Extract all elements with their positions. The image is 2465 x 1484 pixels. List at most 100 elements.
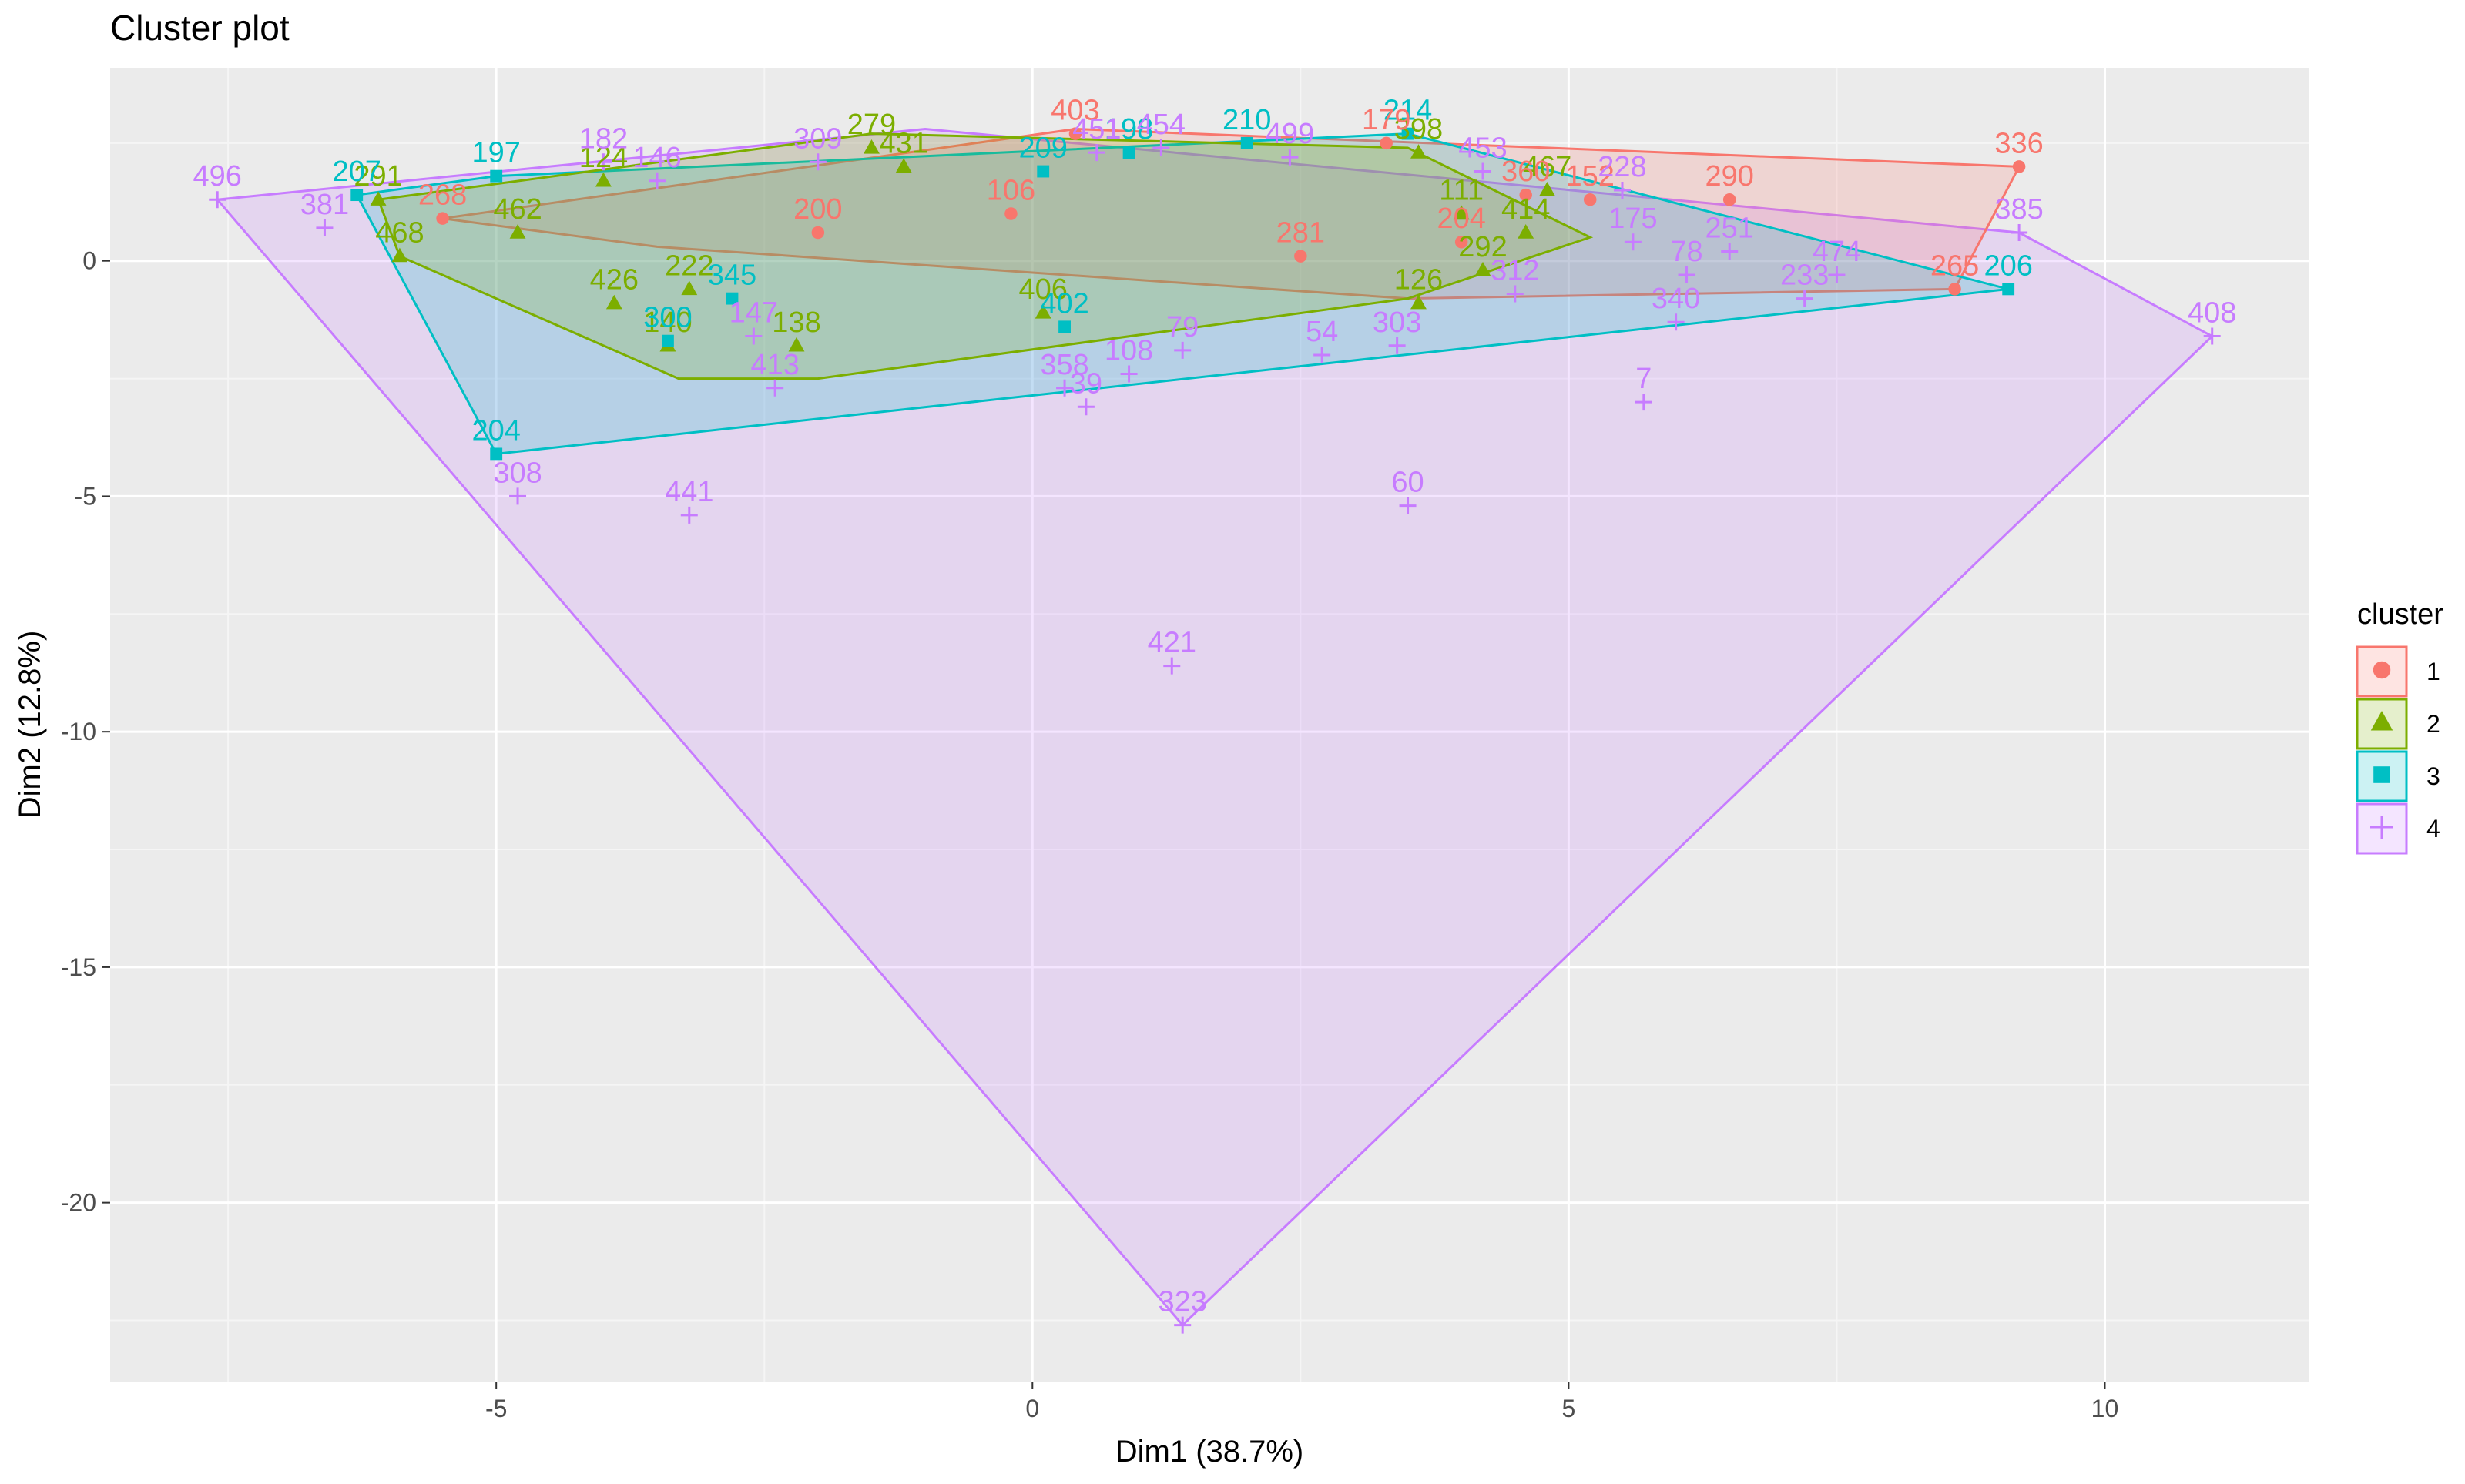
point-cluster-2 [895, 158, 912, 173]
point-label: 431 [880, 127, 928, 159]
y-tick-label: -20 [61, 1189, 96, 1217]
point-cluster-4 [1614, 181, 1631, 199]
point-cluster-1 [1068, 127, 1082, 140]
point-cluster-1 [1519, 188, 1532, 202]
point-cluster-4 [766, 379, 784, 397]
point-label: 233 [1780, 260, 1829, 292]
point-label: 474 [1813, 236, 1861, 268]
cluster-hull-1 [442, 127, 2021, 300]
point-label: 308 [493, 457, 542, 489]
point-cluster-4 [1828, 266, 1846, 284]
chart-title: Cluster plot [110, 8, 290, 48]
point-cluster-1 [2012, 160, 2026, 173]
point-label: 54 [1306, 316, 1338, 348]
point-cluster-3 [1401, 127, 1414, 140]
point-cluster-1 [1948, 283, 1961, 296]
point-cluster-4 [1077, 398, 1095, 416]
point-label: 292 [1458, 231, 1507, 263]
point-cluster-1 [1722, 193, 1736, 206]
point-cluster-1 [811, 226, 825, 240]
legend-marker-2 [2370, 711, 2393, 731]
point-cluster-1 [1294, 250, 1307, 263]
point-cluster-4 [1399, 497, 1417, 514]
x-axis-ticks: -5 0 5 10 [485, 1382, 2118, 1422]
point-label: 111 [1439, 175, 1484, 207]
point-cluster-4 [1056, 379, 1074, 397]
point-label: 303 [1373, 307, 1421, 339]
point-label: 147 [729, 297, 778, 330]
point-label: 398 [1394, 113, 1443, 146]
point-label: 309 [793, 122, 842, 155]
point-cluster-2 [1474, 261, 1491, 276]
point-cluster-2 [1518, 224, 1534, 239]
point-label: 138 [772, 307, 820, 339]
point-label: 268 [418, 179, 467, 212]
point-cluster-4 [680, 506, 698, 524]
x-tick-label: 0 [1025, 1395, 1039, 1422]
legend: cluster 1 2 3 4 [2356, 598, 2443, 855]
legend-marker-3 [2373, 766, 2390, 783]
point-cluster-3 [1058, 320, 1071, 333]
point-label: 462 [493, 193, 542, 226]
point-cluster-4 [1152, 139, 1170, 156]
point-label: 402 [1040, 287, 1088, 320]
point-label: 323 [1158, 1286, 1206, 1318]
point-cluster-1 [1583, 193, 1597, 206]
cluster-points [209, 127, 2221, 1334]
point-label: 207 [333, 156, 381, 188]
point-cluster-3 [490, 169, 503, 183]
point-label: 197 [471, 137, 520, 169]
y-tick-label: -15 [61, 953, 96, 981]
point-cluster-1 [436, 212, 449, 225]
plot-panel [110, 68, 2309, 1382]
point-label: 228 [1598, 151, 1646, 183]
point-label: 206 [1984, 250, 2032, 282]
point-label: 406 [1019, 273, 1068, 306]
point-cluster-4 [1635, 394, 1652, 411]
point-label: 413 [750, 349, 799, 381]
point-cluster-4 [595, 153, 612, 171]
point-cluster-3 [1122, 146, 1135, 159]
point-label: 152 [1566, 160, 1615, 193]
point-cluster-3 [490, 447, 503, 461]
point-label: 200 [793, 193, 842, 226]
point-label: 279 [847, 109, 896, 141]
y-tick-label: 0 [82, 247, 96, 275]
point-cluster-2 [1410, 144, 1427, 159]
point-cluster-4 [2011, 224, 2028, 242]
point-label: 124 [579, 142, 628, 174]
point-cluster-1 [1454, 235, 1468, 249]
point-label: 108 [1105, 334, 1153, 367]
point-label: 468 [375, 217, 424, 250]
point-label: 222 [665, 250, 713, 282]
point-cluster-3 [350, 189, 364, 202]
point-label: 251 [1705, 212, 1754, 244]
point-label: 360 [1501, 156, 1550, 188]
point-label: 441 [665, 476, 713, 508]
cluster-hull-3 [354, 132, 2009, 456]
point-cluster-4 [2203, 327, 2221, 345]
point-cluster-4 [1174, 341, 1192, 359]
point-label: 79 [1166, 311, 1199, 343]
point-cluster-2 [1035, 303, 1051, 319]
point-label: 454 [1137, 109, 1186, 141]
point-cluster-3 [1037, 165, 1050, 178]
point-cluster-4 [209, 191, 226, 209]
point-cluster-4 [1474, 162, 1492, 180]
cluster-hull-2 [376, 132, 1594, 380]
point-label: 210 [1222, 104, 1271, 136]
point-label: 336 [1994, 127, 2043, 159]
legend-title: cluster [2357, 598, 2443, 631]
point-label: 414 [1501, 193, 1550, 226]
point-label: 281 [1276, 217, 1325, 250]
point-label: 421 [1148, 627, 1196, 659]
point-cluster-4 [509, 487, 527, 505]
legend-label-1: 1 [2426, 658, 2440, 685]
point-cluster-3 [2002, 283, 2015, 296]
point-cluster-1 [1004, 207, 1018, 220]
point-label: 426 [590, 264, 639, 296]
y-tick-label: -5 [75, 482, 96, 510]
point-cluster-2 [1539, 181, 1555, 196]
point-cluster-2 [595, 172, 612, 187]
point-cluster-4 [1313, 346, 1331, 363]
